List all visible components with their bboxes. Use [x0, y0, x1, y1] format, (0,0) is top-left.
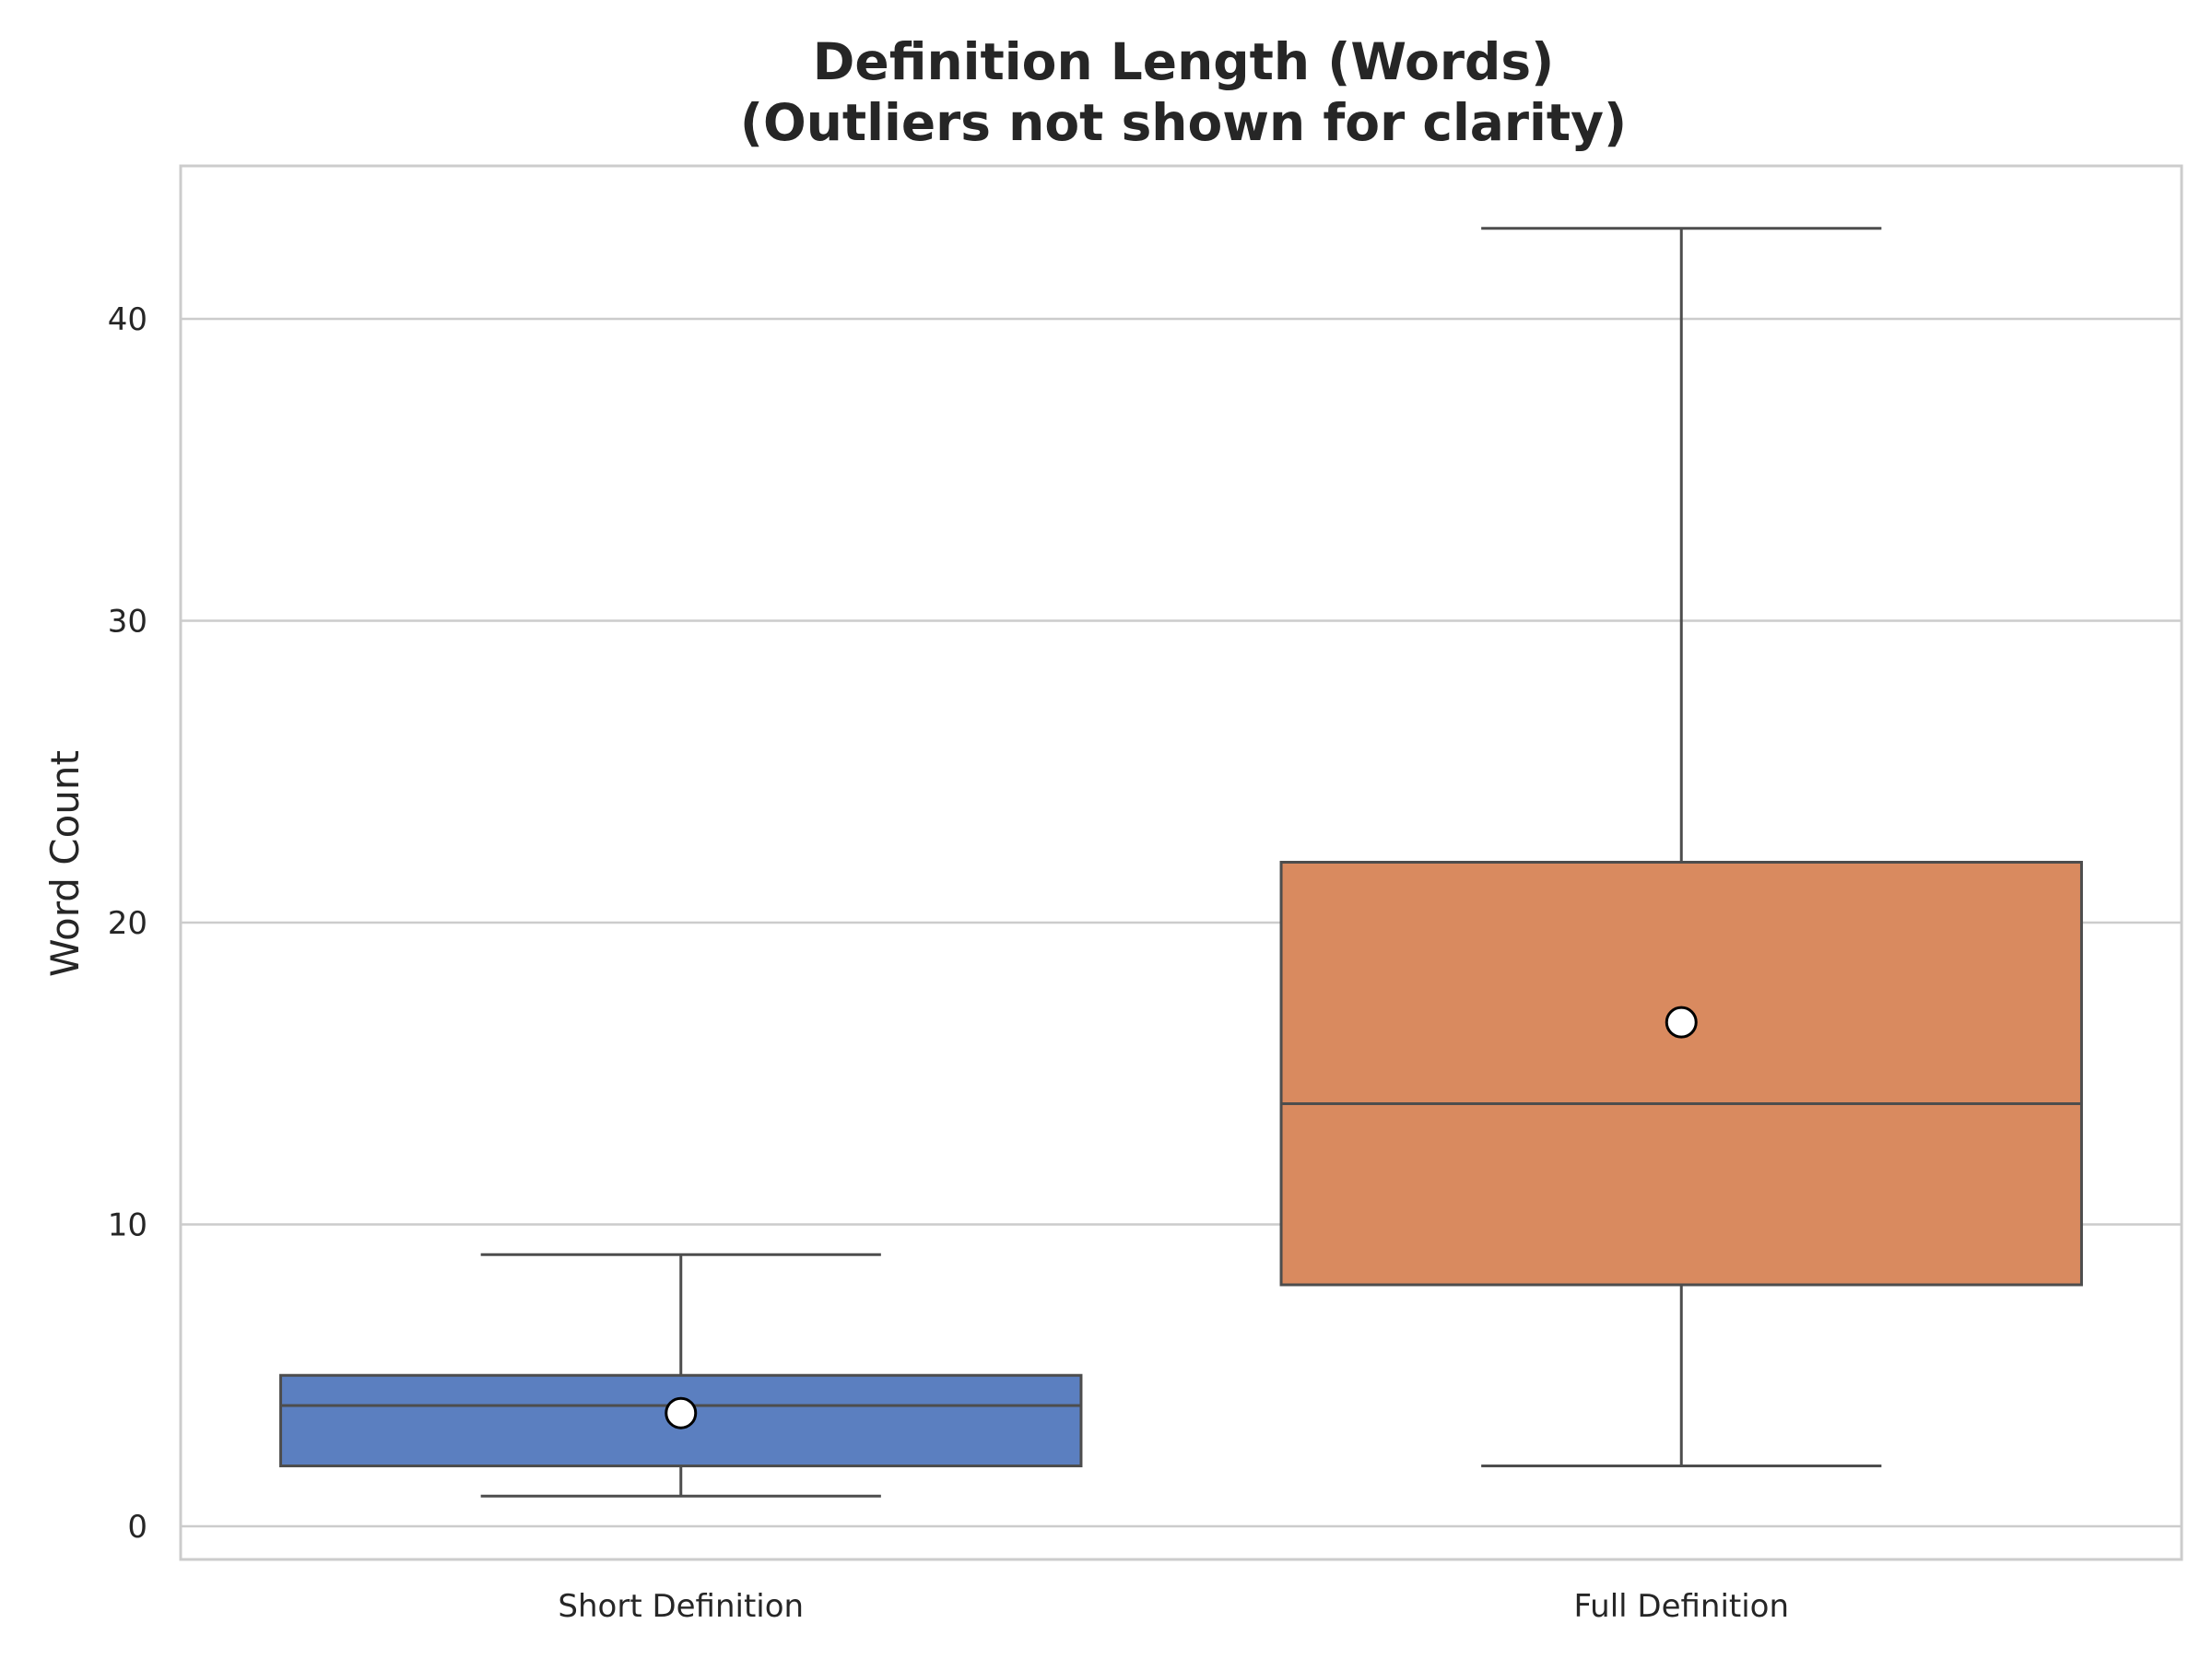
box-full-definition — [1279, 227, 2083, 1467]
mean-marker — [665, 1396, 698, 1430]
y-tick-label: 10 — [108, 1207, 147, 1244]
plot-frame — [179, 164, 2183, 1561]
y-axis-label: Word Count — [42, 750, 88, 977]
y-tick-label: 0 — [127, 1509, 147, 1546]
mean-marker — [1665, 1006, 1698, 1039]
iqr-box — [279, 1373, 1083, 1467]
box-short-definition — [279, 1253, 1083, 1498]
chart-title-line-2: (Outliers not shown for clarity) — [740, 93, 1627, 152]
iqr-box — [1279, 861, 2083, 1287]
x-tick-labels: Short Definition Full Definition — [558, 1588, 1789, 1625]
y-tick-label: 20 — [108, 905, 147, 942]
x-tick-label: Full Definition — [1573, 1588, 1789, 1625]
box-plots — [279, 227, 2083, 1498]
y-tick-label: 30 — [108, 604, 147, 641]
x-tick-label: Short Definition — [558, 1588, 804, 1625]
y-tick-labels: 0 10 20 30 40 — [108, 301, 147, 1546]
chart-title-line-1: Definition Length (Words) — [813, 32, 1554, 91]
y-tick-label: 40 — [108, 301, 147, 338]
